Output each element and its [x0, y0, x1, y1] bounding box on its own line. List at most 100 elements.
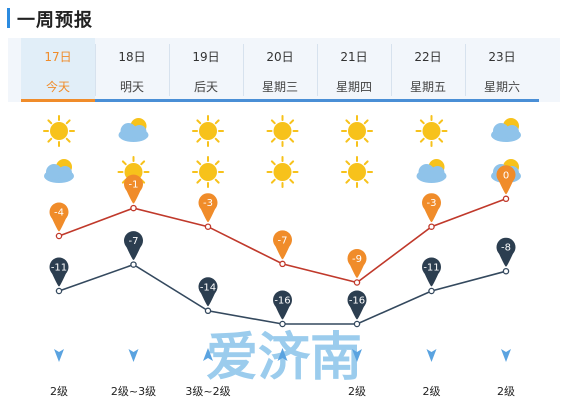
- low-temp-point: [130, 261, 137, 268]
- day-tab-6[interactable]: 23日星期六: [465, 38, 539, 102]
- tab-separator: [317, 44, 318, 96]
- low-temp-label: -8: [501, 243, 511, 254]
- low-temp-marker: -14: [198, 277, 218, 307]
- high-temp-point: [204, 223, 212, 230]
- low-temp-marker: -11: [49, 257, 69, 287]
- wind-arrow-down-icon: [54, 349, 64, 362]
- low-temp-marker: -11: [422, 257, 441, 287]
- high-temp-marker: -9: [347, 249, 367, 278]
- sun-icon: [266, 115, 299, 147]
- low-temp-label: -16: [274, 296, 290, 307]
- sun-icon: [192, 115, 224, 147]
- low-temp-point: [353, 320, 361, 328]
- high-temp-point: [428, 223, 435, 230]
- wind-level-0: 2级: [50, 385, 68, 398]
- cloud-sun-icon: [44, 159, 74, 183]
- tab-separator: [243, 44, 244, 96]
- wind-level-2: 3级~2级: [185, 385, 231, 398]
- wind-arrow-down-icon: [352, 349, 362, 362]
- day-tabs: 17日今天 18日明天 19日后天 20日 星期三 21日星期四 22日星期五 2…: [8, 38, 560, 102]
- tab-date: 20日: [266, 50, 294, 64]
- tab-label: 星期四: [335, 80, 372, 94]
- tab-underline: [391, 99, 465, 102]
- high-temp-marker: -3: [198, 193, 218, 223]
- tab-underline: [169, 99, 243, 102]
- tab-separator: [465, 44, 466, 96]
- low-temp-point: [428, 287, 435, 295]
- high-temp-label: -7: [278, 235, 288, 246]
- day-tab-2[interactable]: 19日后天: [169, 38, 243, 102]
- high-temp-marker: -1: [124, 174, 143, 204]
- day-tab-5[interactable]: 22日星期五: [391, 38, 465, 102]
- low-temp-point: [502, 267, 510, 275]
- tab-date: 23日: [488, 50, 516, 64]
- wind-arrow-down-icon: [426, 349, 437, 362]
- sun-icon: [266, 156, 299, 188]
- tab-date: 21日: [340, 50, 368, 64]
- low-temp-point: [279, 320, 286, 328]
- high-temp-marker: 0: [496, 165, 516, 195]
- day-tab-4[interactable]: 21日星期四: [317, 38, 391, 102]
- day-tab-3[interactable]: 20日 星期三: [243, 38, 317, 102]
- high-temp-point: [130, 204, 137, 212]
- high-temp-label: -1: [129, 180, 139, 191]
- tab-underline: [317, 99, 391, 102]
- sun-icon: [43, 115, 75, 147]
- wind-level-5: 2级: [422, 385, 441, 398]
- tab-label: 星期六: [483, 80, 520, 94]
- day-tab-1[interactable]: 18日明天: [95, 38, 169, 102]
- tab-date: 19日: [192, 50, 220, 64]
- low-temp-label: -11: [51, 263, 67, 274]
- low-temp-marker: -16: [347, 290, 367, 320]
- wind-level-6: 2级: [497, 385, 515, 398]
- low-temp-marker: -16: [273, 290, 292, 320]
- tab-date: 18日: [118, 50, 146, 64]
- high-temp-label: -3: [427, 198, 437, 209]
- sun-icon: [341, 156, 373, 188]
- section-accent-bar: [7, 8, 10, 28]
- cloud-sun-icon: [416, 159, 447, 183]
- low-temp-point: [204, 307, 212, 315]
- tab-underline: [465, 99, 539, 102]
- high-temp-label: 0: [503, 170, 509, 181]
- high-temp-label: -3: [203, 198, 213, 209]
- day-tab-0[interactable]: 17日今天: [21, 38, 95, 102]
- high-temp-marker: -4: [49, 202, 69, 232]
- sun-icon: [415, 115, 448, 147]
- section-title: 一周预报: [17, 10, 93, 31]
- wind-arrow-down-icon: [128, 349, 139, 362]
- wind-level-4: 2级: [348, 385, 366, 398]
- sun-icon: [192, 156, 224, 188]
- tab-label: 今天: [45, 80, 70, 94]
- tab-date: 22日: [414, 50, 442, 64]
- tab-underline: [21, 99, 95, 102]
- high-temp-marker: -3: [422, 193, 441, 223]
- wind-arrow-up-icon: [203, 348, 213, 361]
- tab-date: 17日: [44, 50, 72, 64]
- tab-separator: [169, 44, 170, 96]
- tab-label: 明天: [119, 80, 144, 94]
- sun-icon: [341, 115, 373, 147]
- cloud-sun-icon: [118, 118, 149, 142]
- low-temp-label: -11: [423, 263, 439, 274]
- high-temp-point: [353, 279, 361, 286]
- tab-separator: [95, 44, 96, 96]
- high-temp-label: -4: [54, 208, 64, 219]
- low-temp-point: [55, 287, 63, 295]
- tab-label: 后天: [193, 80, 218, 94]
- high-temp-point: [55, 232, 63, 240]
- tab-label: 星期五: [409, 80, 446, 94]
- low-temp-label: -7: [129, 236, 139, 247]
- high-temp-marker: -7: [273, 230, 292, 260]
- wind-arrow-down-icon: [501, 349, 511, 362]
- low-temp-label: -14: [200, 282, 216, 293]
- high-temp-point: [502, 195, 510, 203]
- low-temp-marker: -7: [124, 231, 143, 260]
- high-temp-point: [279, 260, 286, 268]
- cloud-sun-icon: [491, 118, 521, 142]
- wind-arrow-up-icon: [277, 348, 288, 361]
- wind-level-1: 2级~3级: [110, 385, 157, 398]
- tab-separator: [391, 44, 392, 96]
- tab-underline: [243, 99, 317, 102]
